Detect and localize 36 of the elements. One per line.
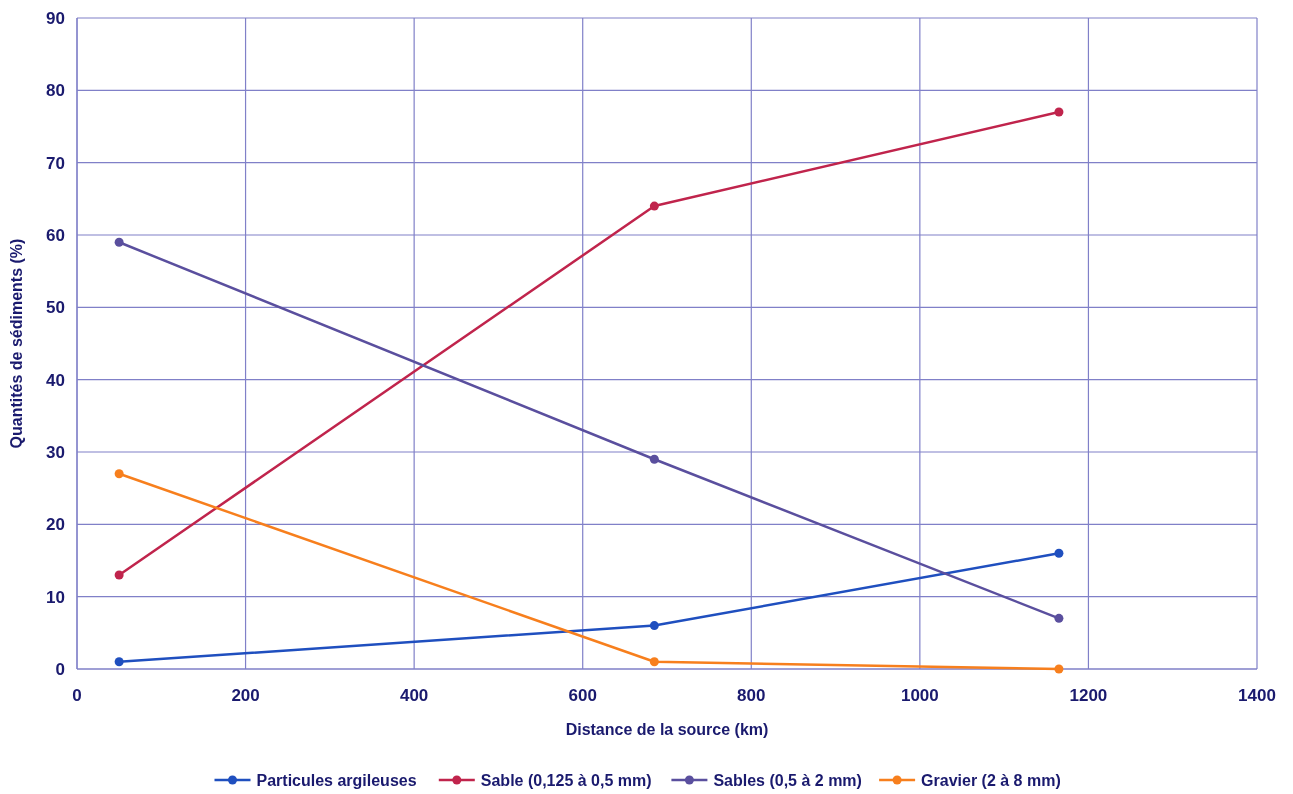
x-tick-label: 0: [72, 686, 82, 705]
x-tick-label: 600: [568, 686, 597, 705]
y-tick-label: 0: [55, 659, 65, 679]
y-tick-label: 80: [46, 81, 65, 101]
y-tick-label: 30: [46, 442, 65, 462]
point: [649, 454, 659, 464]
point: [649, 621, 659, 631]
legend-label: Sables (0,5 à 2 mm): [713, 771, 862, 789]
point: [1054, 613, 1064, 623]
point: [114, 237, 124, 247]
y-tick-label: 10: [46, 587, 65, 607]
legend-label: Sable (0,125 à 0,5 mm): [480, 771, 652, 789]
x-axis-title: Distance de la source (km): [565, 721, 769, 738]
x-tick-label: 1000: [900, 686, 939, 705]
x-tick-label: 1200: [1069, 686, 1108, 705]
x-tick-label: 400: [399, 686, 429, 705]
y-tick-label: 70: [46, 153, 65, 173]
legend-label: Particules argileuses: [256, 771, 417, 789]
x-tick-label: 1400: [1238, 686, 1276, 705]
y-tick-label: 60: [46, 225, 65, 245]
point: [1054, 664, 1064, 674]
point: [1054, 548, 1064, 558]
y-tick-label: 90: [46, 8, 65, 28]
point: [114, 469, 124, 479]
y-axis-title: Quantités de sédiments (%): [8, 238, 25, 449]
point: [649, 201, 659, 211]
x-tick-label: 200: [231, 686, 260, 705]
x-tick-label: 800: [737, 686, 766, 705]
point: [114, 570, 124, 580]
point: [1054, 107, 1064, 117]
y-tick-label: 20: [46, 515, 65, 535]
y-tick-label: 40: [46, 370, 65, 390]
point: [114, 657, 124, 667]
legend-label: Gravier (2 à 8 mm): [921, 771, 1061, 789]
y-tick-label: 50: [46, 298, 65, 318]
point: [649, 657, 659, 667]
